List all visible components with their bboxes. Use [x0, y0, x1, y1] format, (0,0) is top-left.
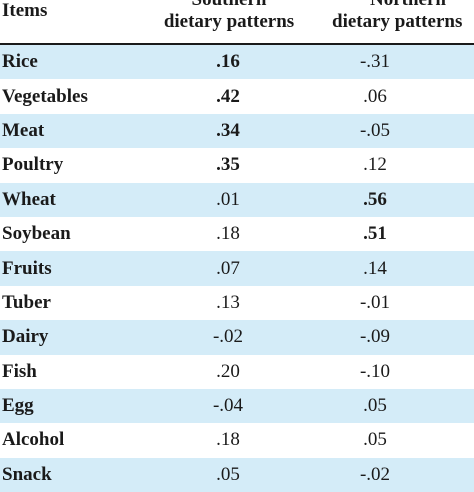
row-northern-value: .05 [302, 388, 474, 424]
row-northern-value: -.01 [302, 285, 474, 321]
row-northern-value: .06 [302, 79, 474, 114]
header-southern-line2: dietary patterns [163, 11, 295, 32]
row-northern-value: .05 [302, 423, 474, 458]
header-row: Items Southern dietary patterns Northern… [0, 0, 474, 45]
row-southern-value: .34 [152, 113, 302, 149]
row-item-label: Egg [0, 388, 152, 424]
row-item-label: Tuber [0, 285, 152, 321]
row-southern-value: .07 [152, 251, 302, 286]
row-item-label: Soybean [0, 216, 152, 252]
header-items-label: Items [2, 0, 48, 21]
header-southern-line1: Southern [156, 0, 302, 11]
row-northern-value: -.09 [302, 320, 474, 355]
table-row: Snack .05 -.02 [0, 457, 474, 492]
row-southern-value: .42 [152, 79, 302, 114]
row-northern-value: -.05 [302, 113, 474, 149]
table-row: Egg -.04.05 [0, 388, 474, 424]
row-item-label: Vegetables [0, 79, 152, 114]
header-items: Items [0, 0, 152, 45]
row-southern-value: .13 [152, 285, 302, 321]
row-northern-value: -.31 [302, 44, 474, 80]
row-northern-value: -.10 [302, 354, 474, 389]
row-northern-value: .51 [302, 216, 474, 252]
row-southern-value: -.02 [152, 320, 302, 355]
row-southern-value: .16 [152, 44, 302, 80]
row-southern-value: .18 [152, 216, 302, 252]
row-southern-value: .01 [152, 182, 302, 217]
row-northern-value: -.02 [302, 457, 474, 492]
table-row: Tuber .13 -.01 [0, 285, 474, 321]
row-item-label: Wheat [0, 182, 152, 217]
table-row: Vegetables .42.06 [0, 79, 474, 114]
row-item-label: Meat [0, 113, 152, 149]
row-southern-value: .20 [152, 354, 302, 389]
row-northern-value: .56 [302, 182, 474, 217]
table-body: Rice .16 -.31 Vegetables .42.06 Meat .34 -.05 Po… [0, 44, 474, 492]
row-northern-value: .12 [302, 148, 474, 183]
row-item-label: Rice [0, 44, 152, 80]
row-southern-value: .35 [152, 148, 302, 183]
header-southern: Southern dietary patterns [152, 0, 302, 45]
header-northern: Northern dietary patterns [302, 0, 474, 45]
table-row: Alcohol .18.05 [0, 423, 474, 458]
table-row: Soybean .18.51 [0, 216, 474, 252]
row-item-label: Fish [0, 354, 152, 389]
table-row: Meat .34 -.05 [0, 113, 474, 149]
table-row: Wheat .01.56 [0, 182, 474, 217]
row-item-label: Alcohol [0, 423, 152, 458]
table-row: Fruits .07.14 [0, 251, 474, 286]
table-row: Dairy -.02 -.09 [0, 320, 474, 355]
table-header: Items Southern dietary patterns Northern… [0, 0, 474, 45]
row-item-label: Poultry [0, 148, 152, 183]
row-southern-value: -.04 [152, 388, 302, 424]
table-row: Fish .20 -.10 [0, 354, 474, 389]
table-row: Rice .16 -.31 [0, 44, 474, 80]
table-row: Poultry .35.12 [0, 148, 474, 183]
row-southern-value: .05 [152, 457, 302, 492]
row-item-label: Snack [0, 457, 152, 492]
row-northern-value: .14 [302, 251, 474, 286]
header-northern-line2: dietary patterns [332, 11, 463, 32]
header-northern-line1: Northern [332, 0, 474, 11]
row-item-label: Dairy [0, 320, 152, 355]
row-southern-value: .18 [152, 423, 302, 458]
row-item-label: Fruits [0, 251, 152, 286]
